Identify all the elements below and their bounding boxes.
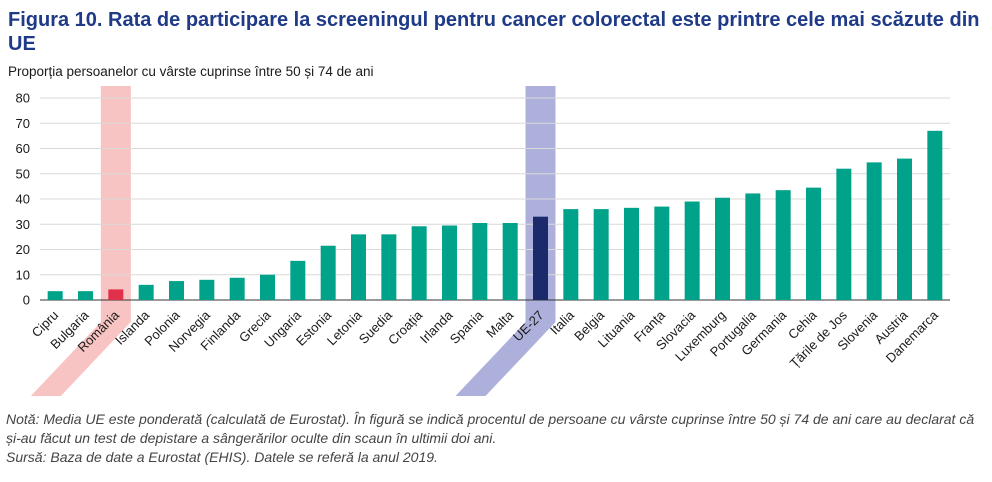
bar-germania (775, 190, 791, 300)
bar-ue-27 (533, 216, 548, 300)
bar-belgia (593, 209, 609, 300)
bar-chart: 01020304050607080CipruBulgariaRomâniaIsl… (16, 86, 950, 396)
bar-țările de jos (836, 168, 852, 300)
bar-islanda (138, 284, 154, 300)
bar-cipru (47, 291, 63, 300)
y-tick-label: 80 (16, 91, 30, 106)
chart-title: Figura 10. Rata de participare la screen… (8, 9, 980, 55)
bar-malta (502, 222, 518, 300)
bar-croația (411, 226, 427, 300)
bar-lituania (624, 207, 639, 300)
bar-italia (563, 209, 579, 300)
bar-cehia (806, 187, 821, 300)
bar-bulgaria (78, 291, 93, 300)
highlight-band-românia (30, 86, 131, 396)
y-tick-label: 10 (16, 267, 30, 282)
y-axis-label: Proporția persoanelor cu vârste cuprinse… (8, 64, 374, 79)
bar-letonia (351, 234, 366, 300)
y-tick-label: 20 (16, 242, 30, 257)
y-tick-label: 30 (16, 217, 30, 232)
bar-slovacia (684, 201, 700, 300)
highlight-band-ue-27 (455, 86, 556, 396)
bar-slovenia (866, 162, 882, 300)
x-tick-label: Croația (385, 307, 426, 348)
y-tick-label: 60 (16, 141, 30, 156)
bar-grecia (260, 274, 275, 300)
source-text: Sursă: Baza de date a Eurostat (EHIS). D… (6, 449, 438, 465)
bar-estonia (320, 245, 336, 300)
bar-românia (108, 289, 124, 300)
y-tick-label: 70 (16, 116, 30, 131)
y-tick-label: 40 (16, 192, 30, 207)
note-text: Notă: Media UE este ponderată (calculată… (6, 411, 975, 446)
bar-franța (654, 206, 670, 300)
bar-danemarca (927, 130, 943, 300)
bar-suedia (381, 234, 397, 300)
bar-irlanda (442, 225, 457, 300)
chart-notes: Notă: Media UE este ponderată (calculată… (6, 410, 986, 467)
bar-austria (897, 158, 912, 300)
bar-portugalia (745, 193, 761, 300)
bar-spania (472, 222, 488, 300)
bar-luxemburg (715, 197, 730, 300)
bar-polonia (169, 281, 184, 300)
bar-finlanda (229, 277, 245, 300)
y-tick-label: 0 (23, 293, 30, 308)
x-tick-label: Letonia (324, 307, 365, 348)
bar-norvegia (199, 279, 215, 300)
x-tick-label: Spania (447, 307, 487, 347)
y-tick-label: 50 (16, 166, 30, 181)
bar-ungaria (290, 260, 306, 300)
